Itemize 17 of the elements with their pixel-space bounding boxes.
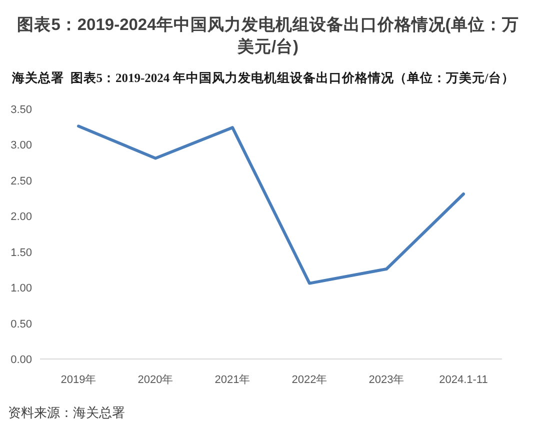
y-tick-label: 0.00 — [10, 354, 32, 366]
y-tick-label: 0.50 — [10, 318, 32, 330]
subtitle: 海关总署 图表5：2019-2024 年中国风力发电机组设备出口价格情况（单位：万美元/台） — [12, 71, 514, 85]
x-tick-label: 2022年 — [292, 374, 328, 386]
y-tick-label: 3.50 — [10, 104, 32, 116]
x-tick-label: 2021年 — [214, 374, 250, 386]
y-tick-label: 1.00 — [10, 282, 32, 295]
x-tick-label: 2023年 — [368, 374, 404, 386]
title: 图表5：2019-2024年中国风力发电机组设备出口价格情况(单位：万美元/台) — [17, 16, 519, 56]
y-tick-label: 2.50 — [10, 175, 32, 188]
y-tick-label: 3.00 — [10, 140, 32, 152]
annotation: 资料来源：海关总署 — [8, 405, 125, 420]
x-tick-label: 2019年 — [60, 374, 96, 386]
y-tick-label: 2.00 — [10, 211, 32, 224]
y-tick-label: 1.50 — [10, 246, 32, 259]
x-tick-label: 2020年 — [138, 374, 174, 386]
x-tick-label: 2024.1-11 — [439, 374, 488, 386]
